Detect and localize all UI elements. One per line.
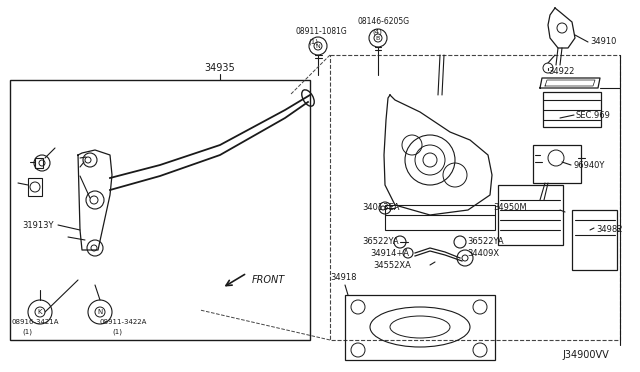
Text: 34935: 34935 [205,63,236,73]
Text: 08911-1081G: 08911-1081G [295,28,347,36]
Bar [572,210,617,270]
Text: 34982: 34982 [596,225,623,234]
Text: N: N [97,309,102,315]
Text: 34409X: 34409X [467,250,499,259]
Text: FRONT: FRONT [252,275,285,285]
Text: 34950M: 34950M [493,203,527,212]
Text: K: K [38,309,42,315]
Text: 08916-3421A: 08916-3421A [12,319,60,325]
Text: 96940Y: 96940Y [573,160,604,170]
Text: 36522YA: 36522YA [362,237,399,247]
Bar [28,178,42,196]
Text: 36522YA: 36522YA [467,237,504,247]
Text: N: N [316,44,321,48]
Bar [35,158,43,168]
Text: 08911-3422A: 08911-3422A [100,319,147,325]
Text: 31913Y: 31913Y [22,221,54,230]
Text: 34922: 34922 [548,67,574,77]
Text: 34918: 34918 [330,273,356,282]
Text: SEC.969: SEC.969 [576,110,611,119]
Bar [10,80,310,340]
Bar [345,295,495,360]
Bar [498,185,563,245]
Text: (4): (4) [372,29,382,35]
Text: 08146-6205G: 08146-6205G [357,17,409,26]
Bar [330,55,620,340]
Text: (1): (1) [308,39,318,45]
Text: (1): (1) [22,329,32,335]
Bar [533,145,581,183]
Text: 34552XA: 34552XA [373,262,411,270]
Text: 34910: 34910 [590,38,616,46]
Text: (1): (1) [112,329,122,335]
Bar [385,205,495,230]
Text: B: B [376,35,380,41]
Bar [543,92,601,127]
Text: J34900VV: J34900VV [562,350,609,360]
Text: 34013EA: 34013EA [362,203,399,212]
Text: 34914+A: 34914+A [370,250,409,259]
